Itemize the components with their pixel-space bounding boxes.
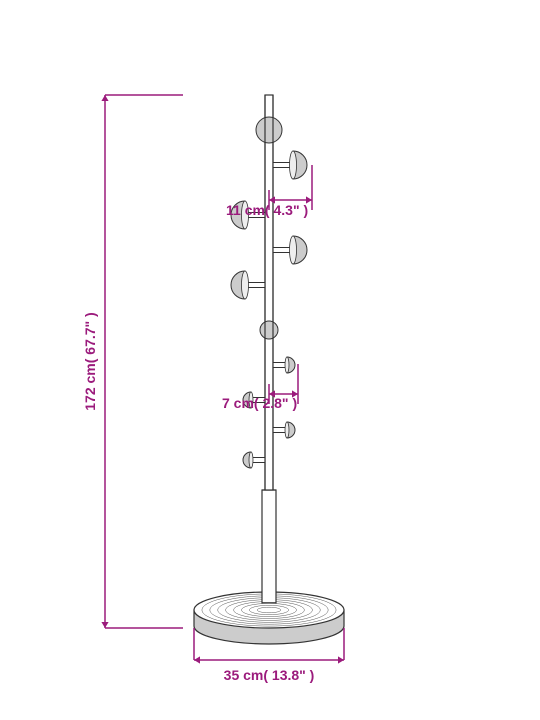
mid-ball [260, 321, 278, 339]
dimension-small-hook-label: 7 cm( 2.8" ) [222, 395, 297, 411]
top-ball [256, 117, 282, 143]
dimension-height-label: 172 cm( 67.7" ) [82, 312, 98, 410]
dimension-height: 172 cm( 67.7" ) [82, 95, 183, 628]
pole [262, 95, 276, 603]
dimension-large-hook-label: 11 cm( 4.3" ) [226, 202, 308, 218]
dimension-base-width-label: 35 cm( 13.8" ) [224, 667, 315, 683]
